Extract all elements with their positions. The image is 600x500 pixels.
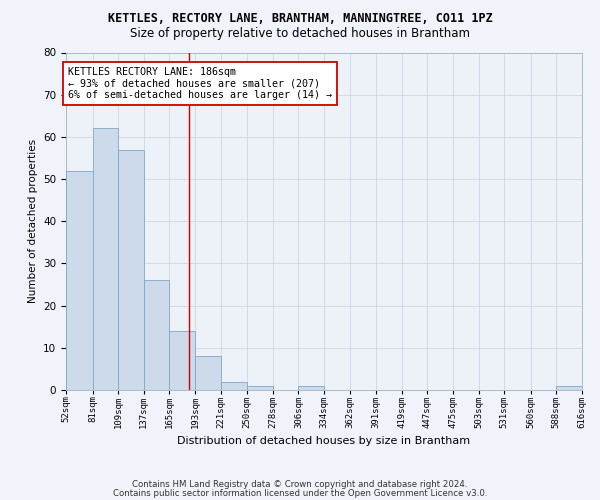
Bar: [92, 128, 118, 390]
Text: Contains public sector information licensed under the Open Government Licence v3: Contains public sector information licen…: [113, 489, 487, 498]
Text: Size of property relative to detached houses in Brantham: Size of property relative to detached ho…: [130, 28, 470, 40]
Bar: [169, 331, 195, 390]
Bar: [556, 386, 582, 390]
Bar: [144, 280, 169, 390]
Bar: [247, 386, 273, 390]
Bar: [195, 356, 221, 390]
Text: Contains HM Land Registry data © Crown copyright and database right 2024.: Contains HM Land Registry data © Crown c…: [132, 480, 468, 489]
Text: KETTLES RECTORY LANE: 186sqm
← 93% of detached houses are smaller (207)
6% of se: KETTLES RECTORY LANE: 186sqm ← 93% of de…: [68, 68, 332, 100]
Bar: [118, 150, 144, 390]
Bar: [221, 382, 247, 390]
X-axis label: Distribution of detached houses by size in Brantham: Distribution of detached houses by size …: [178, 436, 470, 446]
Y-axis label: Number of detached properties: Number of detached properties: [28, 139, 38, 304]
Bar: [66, 170, 92, 390]
Text: KETTLES, RECTORY LANE, BRANTHAM, MANNINGTREE, CO11 1PZ: KETTLES, RECTORY LANE, BRANTHAM, MANNING…: [107, 12, 493, 26]
Bar: [298, 386, 324, 390]
